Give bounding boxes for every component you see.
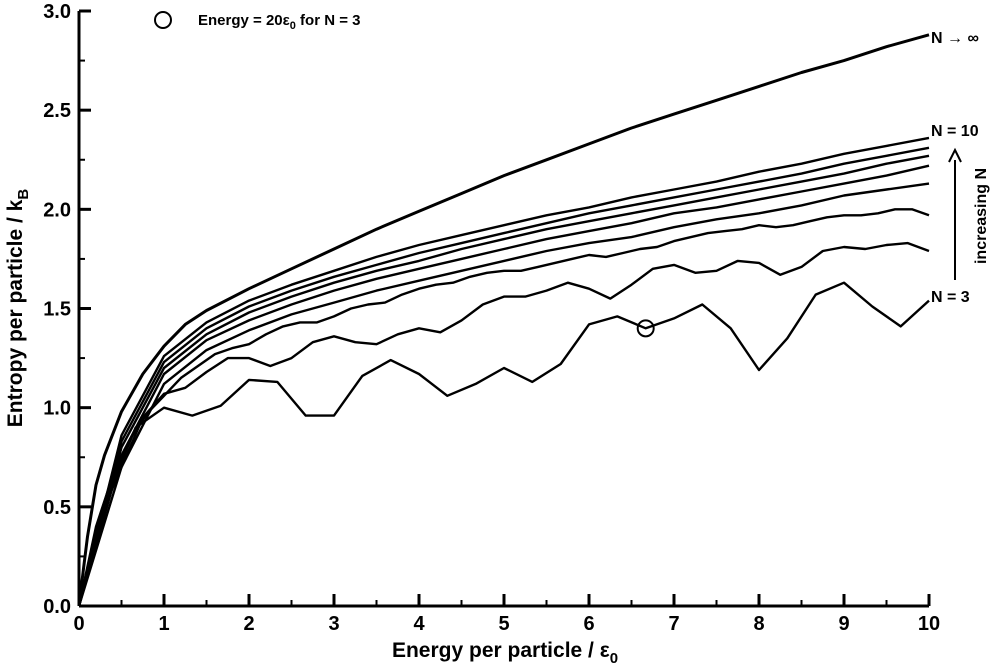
annotation-n-10: N = 10 [931, 123, 979, 140]
x-tick-label: 6 [583, 613, 594, 635]
x-tick-label: 0 [73, 613, 84, 635]
legend: Energy = 20ε0 for N = 3 [154, 11, 361, 32]
x-tick-label: 9 [838, 613, 849, 635]
series-line-n-infinity [77, 33, 930, 607]
x-tick-label: 5 [498, 613, 509, 635]
annotation-n-infinity: N → ∞ [931, 30, 979, 47]
series-line-n-5 [77, 208, 930, 607]
series-line-n-9 [77, 146, 930, 607]
y-tick-label: 3.0 [43, 1, 71, 23]
annotation-n-3: N = 3 [931, 289, 970, 306]
increasing-n-label: increasing N [973, 168, 990, 264]
series-line-n-3 [77, 281, 930, 607]
y-axis-label: Entropy per particle / kB [4, 189, 32, 428]
legend-circle-marker [154, 11, 172, 29]
x-tick-label: 7 [668, 613, 679, 635]
y-tick-label: 0.5 [43, 497, 71, 519]
y-tick-label: 0.0 [43, 596, 71, 618]
x-tick-label: 3 [328, 613, 339, 635]
y-tick-label: 1.0 [43, 398, 71, 420]
x-tick-label: 8 [753, 613, 764, 635]
x-tick-label: 10 [918, 613, 940, 635]
series-line-n-8 [77, 154, 930, 607]
x-tick-label: 4 [413, 613, 425, 635]
plot-lines [77, 33, 930, 607]
y-tick-label: 1.5 [43, 299, 71, 321]
increasing-arrow-head [948, 147, 962, 163]
plot-axes: 0 1 2 3 4 5 6 7 8 9 10 0.0 0.5 1.0 1.5 2.0 2.5 3.0 [43, 1, 940, 635]
series-line-n-4 [77, 241, 930, 607]
x-tick-label: 1 [158, 613, 169, 635]
legend-label: Energy = 20ε0 for N = 3 [198, 12, 361, 32]
x-axis-label: Energy per particle / ε0 [392, 639, 618, 667]
highlight-point-marker [636, 319, 655, 338]
increasing-n-indicator: increasing N [948, 147, 990, 280]
series-line-n-6 [77, 182, 930, 607]
y-tick-label: 2.5 [43, 100, 71, 122]
x-tick-label: 2 [243, 613, 254, 635]
series-line-n-7 [77, 164, 930, 607]
y-tick-label: 2.0 [43, 199, 71, 221]
series-line-n-10 [77, 136, 930, 607]
